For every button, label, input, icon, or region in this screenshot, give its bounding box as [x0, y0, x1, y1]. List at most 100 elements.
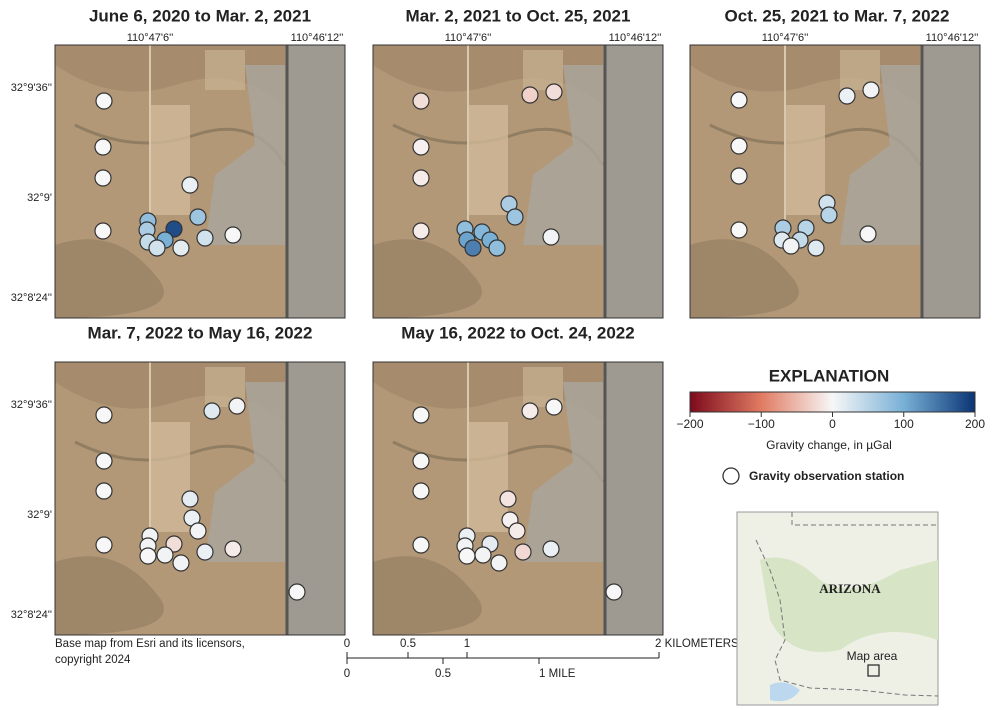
gravity-station: [412, 92, 430, 110]
panel-title: Mar. 2, 2021 to Oct. 25, 2021: [406, 6, 631, 25]
longitude-label: 110°46'12'': [926, 32, 979, 44]
gravity-station: [189, 522, 207, 540]
gravity-station: [521, 86, 539, 104]
longitude-label: 110°46'12'': [609, 32, 662, 44]
legend-label: Gravity observation station: [749, 469, 904, 483]
scale-label: 1: [464, 638, 470, 650]
latitude-label: 32°9': [27, 192, 52, 204]
colorbar-label: Gravity change, in µGal: [766, 438, 892, 452]
scale-label: 0.5: [400, 638, 416, 650]
latitude-label: 32°8'24'': [11, 609, 52, 621]
gravity-station: [862, 81, 880, 99]
gravity-station: [94, 222, 112, 240]
gravity-station: [95, 92, 113, 110]
scale-label: 0: [344, 638, 350, 650]
gravity-station: [228, 397, 246, 415]
gravity-station: [95, 406, 113, 424]
gravity-station: [181, 176, 199, 194]
panel-title: May 16, 2022 to Oct. 24, 2022: [401, 323, 634, 342]
gravity-station: [95, 482, 113, 500]
gravity-station: [542, 540, 560, 558]
gravity-station: [196, 543, 214, 561]
latitude-label: 32°8'24'': [11, 292, 52, 304]
gravity-station: [172, 239, 190, 257]
gravity-station: [412, 452, 430, 470]
gravity-station: [464, 239, 482, 257]
colorbar: [689, 391, 976, 413]
panel-title: Mar. 7, 2022 to May 16, 2022: [88, 323, 313, 342]
colorbar-tick-label: −200: [676, 417, 703, 431]
gravity-station: [499, 490, 517, 508]
gravity-station: [95, 452, 113, 470]
gravity-station: [412, 169, 430, 187]
gravity-station: [542, 228, 560, 246]
longitude-label: 110°47'6'': [445, 32, 492, 44]
scale-label: 1 MILE: [539, 668, 576, 680]
gravity-station: [490, 554, 508, 572]
colorbar-tick-label: 0: [829, 417, 836, 431]
gravity-station: [458, 547, 476, 565]
gravity-station: [181, 490, 199, 508]
gravity-station: [412, 482, 430, 500]
scale-label: 0.5: [435, 668, 451, 680]
gravity-station: [412, 138, 430, 156]
gravity-station: [412, 222, 430, 240]
gravity-station: [508, 522, 526, 540]
gravity-station: [189, 208, 207, 226]
inset-state: ARIZONA: [819, 581, 881, 596]
longitude-label: 110°47'6'': [762, 32, 809, 44]
gravity-station: [172, 554, 190, 572]
longitude-label: 110°46'12'': [291, 32, 344, 44]
gravity-station: [820, 206, 838, 224]
gravity-station: [412, 536, 430, 554]
gravity-station: [730, 91, 748, 109]
panel-title: June 6, 2020 to Mar. 2, 2021: [89, 6, 311, 25]
scale-label: 0: [344, 668, 350, 680]
gravity-station: [545, 398, 563, 416]
gravity-station: [730, 221, 748, 239]
map-panel: [54, 361, 346, 636]
map-panel: [689, 44, 981, 319]
inset-map: ARIZONA Map area: [736, 511, 939, 706]
gravity-station: [224, 540, 242, 558]
gravity-station: [148, 239, 166, 257]
panel-title: Oct. 25, 2021 to Mar. 7, 2022: [725, 6, 950, 25]
gravity-station: [859, 225, 877, 243]
gravity-station: [782, 237, 800, 255]
gravity-station: [94, 169, 112, 187]
longitude-label: 110°47'6'': [127, 32, 174, 44]
gravity-station: [288, 583, 306, 601]
gravity-station: [139, 547, 157, 565]
colorbar-tick-label: 200: [965, 417, 985, 431]
gravity-station: [730, 137, 748, 155]
gravity-station: [488, 239, 506, 257]
scale-bar: 0 0.5 1 2 KILOMETERS 0 0.5 1 MILE: [344, 638, 739, 680]
credit: copyright 2024: [55, 654, 131, 666]
gravity-station: [165, 220, 183, 238]
gravity-station: [514, 543, 532, 561]
latitude-label: 32°9'36'': [11, 399, 52, 411]
gravity-station: [807, 239, 825, 257]
colorbar-tick-label: 100: [894, 417, 914, 431]
gravity-station: [412, 406, 430, 424]
credit: Base map from Esri and its licensors,: [55, 638, 245, 650]
gravity-station: [506, 208, 524, 226]
colorbar-tick-label: −100: [748, 417, 775, 431]
gravity-station: [838, 87, 856, 105]
gravity-station: [156, 546, 174, 564]
scale-label: 2 KILOMETERS: [655, 638, 739, 650]
gravity-station: [94, 138, 112, 156]
gravity-station: [95, 536, 113, 554]
explanation-title: EXPLANATION: [769, 366, 890, 385]
legend-station: [722, 467, 740, 485]
gravity-station: [605, 583, 623, 601]
latitude-label: 32°9': [27, 509, 52, 521]
gravity-station: [521, 402, 539, 420]
map-panel: [372, 44, 664, 319]
gravity-station: [203, 402, 221, 420]
map-panel: [54, 44, 346, 319]
latitude-label: 32°9'36'': [11, 82, 52, 94]
map-panel: [372, 361, 664, 636]
gravity-station: [545, 83, 563, 101]
